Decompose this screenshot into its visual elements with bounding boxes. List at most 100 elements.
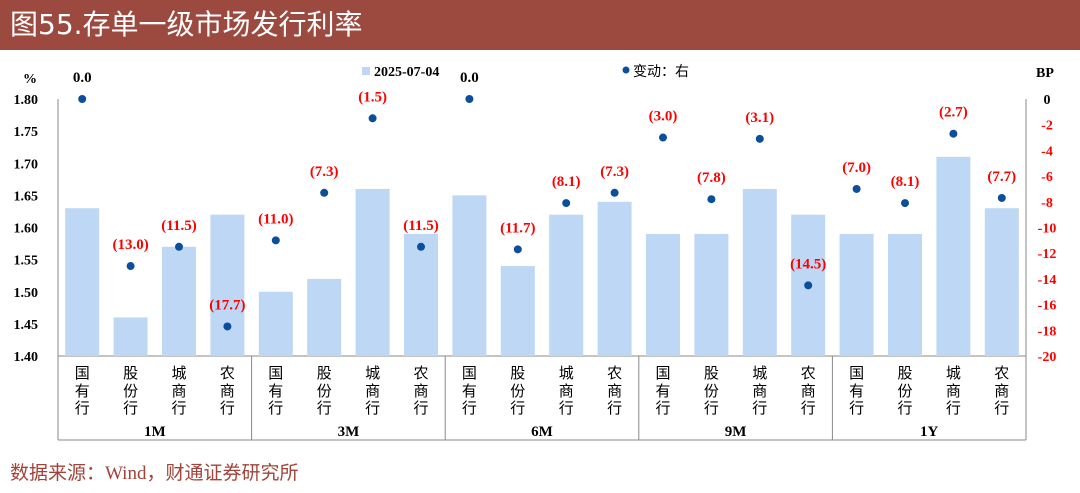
data-label: (7.3) (310, 164, 339, 180)
legend-dot-label: 变动：右 (633, 64, 689, 80)
category-label: 行 (220, 399, 235, 417)
data-label: (11.7) (500, 220, 535, 236)
bar (936, 156, 971, 356)
data-label: (3.1) (745, 110, 774, 126)
category-label: 商 (946, 382, 961, 400)
category-label: 行 (171, 399, 186, 417)
category-label: 股 (510, 364, 525, 382)
category-label: 国 (655, 364, 670, 382)
category-label: 行 (510, 399, 525, 417)
change-point (610, 188, 619, 197)
data-label: (13.0) (112, 237, 148, 253)
left-tick-label: 1.45 (14, 318, 39, 333)
bar (888, 233, 922, 356)
left-tick-label: 1.75 (14, 125, 39, 140)
change-point (271, 236, 280, 245)
left-tick-label: 1.60 (14, 222, 39, 237)
bar (646, 233, 680, 356)
category-label: 行 (268, 399, 283, 417)
change-point (804, 281, 813, 290)
right-tick-label: -10 (1038, 222, 1057, 237)
right-tick-label: -12 (1038, 247, 1057, 262)
right-tick-label: -18 (1038, 324, 1057, 339)
category-label: 城 (752, 364, 767, 382)
category-label: 商 (413, 382, 428, 400)
category-label: 商 (752, 382, 767, 400)
category-label: 农 (220, 364, 235, 382)
right-tick-label: -4 (1041, 144, 1053, 159)
change-point (949, 129, 958, 138)
category-label: 城 (365, 364, 380, 382)
category-label: 农 (413, 364, 428, 382)
category-label: 国 (268, 364, 283, 382)
right-tick-label: -2 (1041, 119, 1053, 134)
category-label: 行 (75, 399, 90, 417)
change-point (320, 188, 329, 197)
bar (210, 214, 245, 356)
category-label: 国 (849, 364, 864, 382)
category-label: 份 (897, 382, 912, 400)
category-label: 有 (849, 382, 864, 400)
group-label: 9M (725, 424, 747, 440)
bar (65, 208, 100, 356)
category-label: 国 (75, 364, 90, 382)
change-point (126, 262, 135, 271)
change-point (659, 133, 667, 142)
category-label: 行 (655, 399, 670, 417)
change-point (852, 184, 861, 193)
left-tick-label: 1.70 (14, 157, 39, 172)
bar (404, 233, 438, 356)
left-tick-label: 1.40 (14, 350, 39, 365)
data-label: (11.0) (258, 211, 293, 227)
category-label: 行 (849, 399, 864, 417)
category-label: 行 (365, 399, 380, 417)
category-label: 商 (559, 382, 574, 400)
legend-dot-swatch (622, 66, 630, 74)
data-label: (8.1) (891, 174, 920, 190)
data-label: (17.7) (209, 297, 245, 313)
bar (162, 246, 196, 356)
change-point (513, 245, 522, 254)
chart-title: 图55.存单一级市场发行利率 (0, 0, 1080, 50)
category-label: 农 (801, 364, 816, 382)
data-label: (11.5) (161, 218, 196, 234)
category-label: 有 (462, 382, 477, 400)
change-point (901, 199, 909, 208)
category-label: 股 (317, 364, 332, 382)
right-tick-label: -6 (1041, 170, 1053, 185)
change-point (707, 195, 716, 204)
bar (500, 266, 535, 356)
data-label: (14.5) (790, 256, 826, 272)
change-point (562, 199, 571, 208)
category-label: 行 (704, 399, 719, 417)
data-label: (7.3) (600, 164, 629, 180)
category-label: 行 (994, 399, 1009, 417)
change-point (223, 322, 232, 331)
category-label: 农 (994, 364, 1009, 382)
bar (839, 233, 874, 356)
data-label: (8.1) (552, 174, 581, 190)
change-point (78, 95, 87, 103)
category-label: 份 (704, 382, 719, 400)
group-label: 1Y (920, 424, 939, 440)
bar (307, 278, 342, 356)
left-tick-label: 1.80 (14, 93, 39, 108)
group-label: 3M (338, 424, 360, 440)
category-label: 行 (559, 399, 574, 417)
bar (113, 317, 148, 356)
category-label: 股 (897, 364, 912, 382)
category-label: 份 (123, 382, 138, 400)
change-point (417, 242, 425, 251)
category-label: 有 (655, 382, 670, 400)
bar (258, 291, 293, 356)
change-point (755, 134, 764, 143)
change-point (997, 193, 1006, 202)
change-point (368, 114, 377, 123)
category-label: 城 (171, 364, 186, 382)
bar (597, 201, 632, 356)
category-label: 商 (220, 382, 235, 400)
bar (984, 208, 1019, 356)
legend-bar-swatch (362, 67, 370, 75)
category-label: 城 (559, 364, 574, 382)
left-tick-label: 1.50 (14, 286, 39, 301)
